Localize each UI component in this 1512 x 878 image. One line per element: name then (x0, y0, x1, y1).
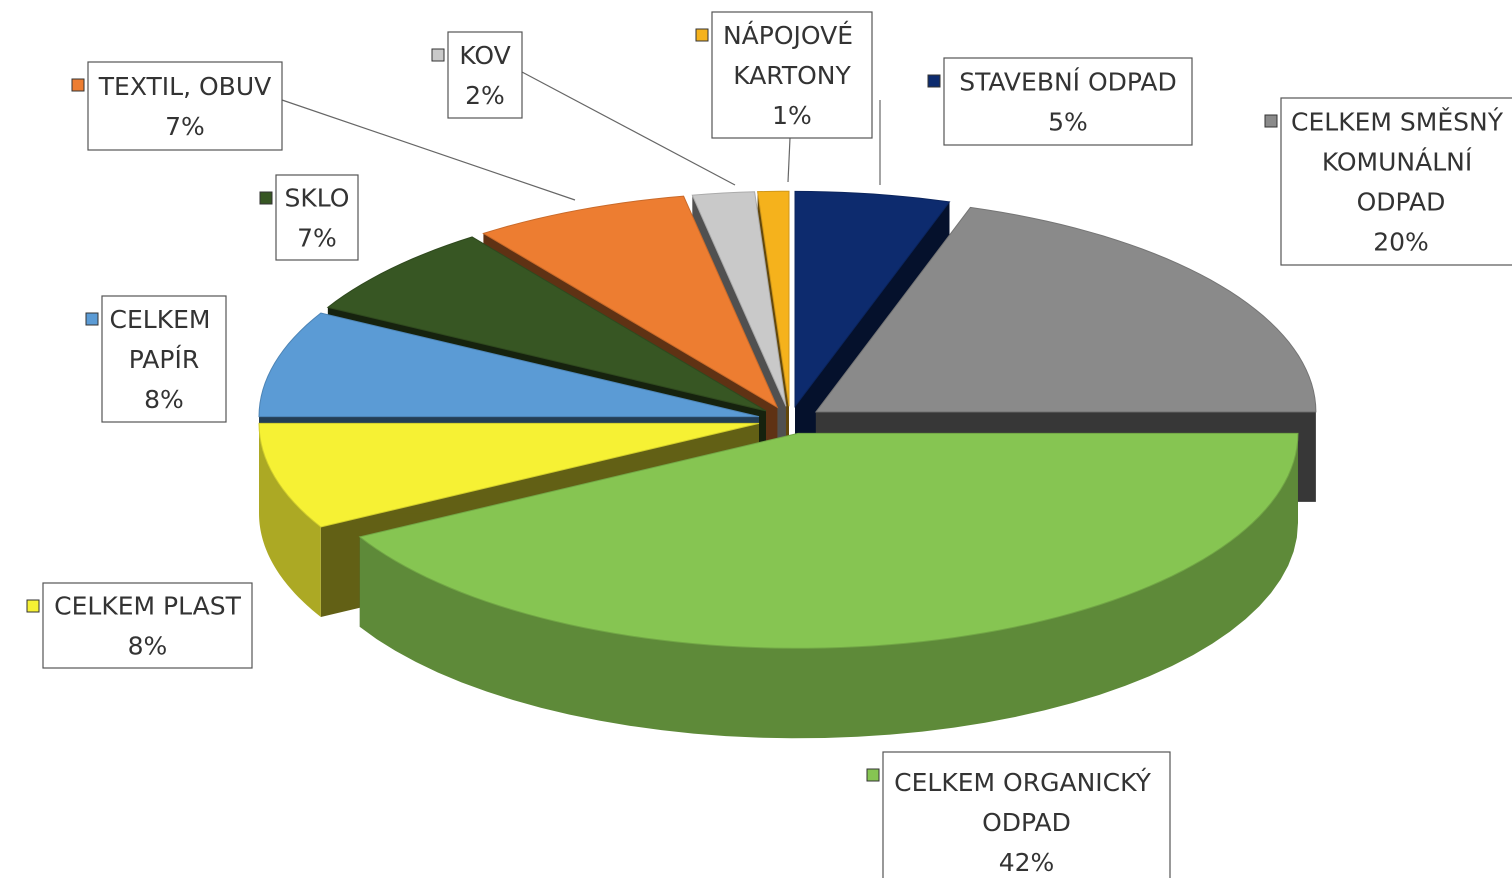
slice-top (482, 195, 779, 409)
slice-top (691, 191, 787, 407)
label-name: CELKEM PLAST (54, 592, 241, 621)
label-box (447, 31, 523, 119)
data-label: 8% (144, 385, 184, 414)
label-box (882, 751, 1171, 878)
slice-top (258, 312, 760, 418)
legend-key (927, 74, 941, 88)
slice-top (326, 236, 767, 412)
legend-key (259, 191, 273, 205)
label-box (1280, 97, 1512, 266)
label-line: PAPÍR (129, 345, 199, 374)
data-label: 7% (297, 224, 337, 253)
label-line: NÁPOJOVÉ (723, 21, 861, 50)
label-box (42, 582, 253, 669)
legend-key (866, 768, 880, 782)
data-label: 42% (999, 848, 1055, 877)
label-line: KOV (459, 41, 510, 70)
label-line: ODPAD (1357, 188, 1446, 217)
label-line: ODPAD (982, 808, 1071, 837)
data-label: 2% (465, 81, 505, 110)
label-line: CELKEM ORGANICKÝ (894, 768, 1159, 797)
label-name: CELKEM ORGANICKÝ ODPAD (894, 768, 1159, 837)
slice-top (794, 190, 951, 408)
legend-key (695, 28, 709, 42)
label-line: STAVEBNÍ ODPAD (959, 68, 1177, 97)
label-name: NÁPOJOVÉ KARTONY (723, 21, 861, 90)
label-box (943, 57, 1193, 146)
legend-key (1264, 114, 1278, 128)
data-label: 1% (772, 101, 812, 130)
label-line: KOMUNÁLNÍ (1322, 148, 1480, 177)
slice-top (358, 432, 1299, 649)
label-name: TEXTIL, OBUV (98, 72, 271, 101)
label-box (87, 61, 283, 151)
label-name: STAVEBNÍ ODPAD (959, 68, 1177, 97)
legend-key (85, 312, 99, 326)
label-line: KARTONY (733, 61, 851, 90)
label-box (711, 11, 873, 139)
data-label: 8% (128, 632, 168, 661)
label-line: CELKEM SMĚSNÝ (1291, 108, 1511, 137)
label-name: CELKEM PAPÍR (110, 305, 219, 374)
label-box (275, 174, 359, 261)
legend-key (71, 78, 85, 92)
label-box (101, 295, 227, 423)
label-line: CELKEM (110, 305, 219, 334)
data-label: 7% (165, 112, 205, 141)
label-name: CELKEM SMĚSNÝ KOMUNÁLNÍ ODPAD (1291, 108, 1511, 217)
slice-top (814, 206, 1317, 413)
data-label: 5% (1048, 108, 1088, 137)
slice-top (258, 422, 760, 528)
leader-line (521, 71, 736, 186)
leader-line (787, 137, 791, 183)
leader-line (281, 99, 576, 201)
slice-wall (259, 423, 321, 617)
legend-key (26, 599, 40, 613)
slice-wall (359, 433, 1298, 739)
data-label: 20% (1373, 228, 1429, 257)
slice-top (757, 190, 790, 407)
label-line: SKLO (285, 184, 350, 213)
slice (358, 432, 1299, 739)
label-line: TEXTIL, OBUV (98, 72, 271, 101)
label-line: CELKEM PLAST (54, 592, 241, 621)
label-name: SKLO (285, 184, 350, 213)
label-name: KOV (459, 41, 510, 70)
legend-key (431, 48, 445, 62)
